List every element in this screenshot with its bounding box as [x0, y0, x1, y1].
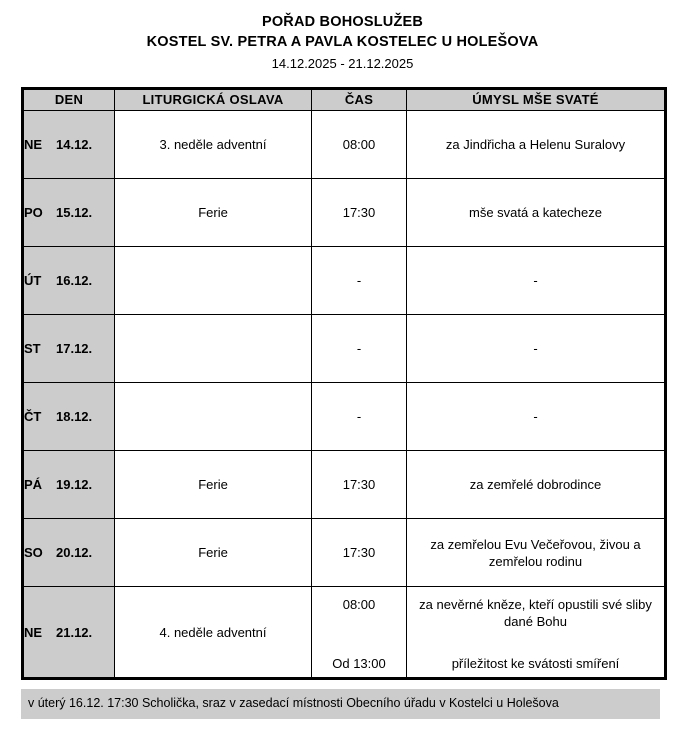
cell-day: SO 20.12. [22, 518, 115, 587]
schedule-table-container: DEN LITURGICKÁ OSLAVA ČAS ÚMYSL MŠE SVAT… [21, 87, 667, 680]
day-of-week: NE [24, 624, 43, 640]
cell-liturgy: 3. neděle adventní [114, 110, 312, 179]
document-header: POŘAD BOHOSLUŽEB KOSTEL SV. PETRA A PAVL… [0, 0, 685, 74]
cell-time: - [311, 314, 407, 383]
table-row: ST 17.12. - - [22, 314, 666, 383]
footer-note: v úterý 16.12. 17:30 Scholička, sraz v z… [21, 689, 660, 719]
table-row: ÚT 16.12. - - [22, 246, 666, 315]
day-date: 15.12. [56, 205, 93, 220]
day-of-week: ČT [24, 409, 42, 424]
title-line-1: POŘAD BOHOSLUŽEB [261, 14, 424, 30]
day-date: 19.12. [56, 477, 93, 492]
cell-day: PO 15.12. [22, 178, 115, 247]
cell-liturgy: Ferie [114, 178, 312, 247]
day-of-week: NE [24, 137, 43, 152]
cell-liturgy: 4. neděle adventní [114, 586, 312, 679]
cell-intention: za Jindřicha a Helenu Suralovy [406, 110, 666, 179]
cell-day: ÚT 16.12. [22, 246, 115, 315]
cell-time: 17:30 [311, 450, 407, 519]
cell-liturgy [114, 314, 312, 383]
cell-liturgy: Ferie [114, 450, 312, 519]
cell-intention-primary: za nevěrné kněze, kteří opustili své sli… [419, 597, 652, 629]
cell-intention: mše svatá a katecheze [406, 178, 666, 247]
table-row: PO 15.12. Ferie 17:30 mše svatá a kateche… [22, 178, 666, 247]
column-header-intention: ÚMYSL MŠE SVATÉ [406, 88, 666, 111]
table-body: NE 14.12. 3. neděle adventní 08:00 za Jin… [22, 110, 666, 679]
table-row: NE 14.12. 3. neděle adventní 08:00 za Jin… [22, 110, 666, 179]
day-date: 17.12. [56, 341, 93, 356]
cell-day: ČT 18.12. [22, 382, 115, 451]
cell-time: 17:30 [311, 518, 407, 587]
title-line-2: KOSTEL SV. PETRA A PAVLA KOSTELEC U HOLE… [146, 34, 539, 50]
day-date: 20.12. [56, 545, 93, 560]
table-header-row: DEN LITURGICKÁ OSLAVA ČAS ÚMYSL MŠE SVAT… [22, 88, 666, 111]
cell-intention: - [406, 246, 666, 315]
cell-day: PÁ 19.12. [22, 450, 115, 519]
cell-intention: za nevěrné kněze, kteří opustili své sli… [406, 586, 666, 679]
day-of-week: PO [24, 205, 43, 220]
cell-time: - [311, 382, 407, 451]
cell-intention: - [406, 314, 666, 383]
column-header-liturgy: LITURGICKÁ OSLAVA [114, 88, 312, 111]
cell-time: 17:30 [311, 178, 407, 247]
date-range: 14.12.2025 - 21.12.2025 [271, 56, 414, 71]
cell-time-primary: 08:00 [342, 597, 376, 612]
day-of-week: ÚT [24, 273, 42, 288]
cell-intention: za zemřelou Evu Večeřovou, živou a zemře… [406, 518, 666, 587]
column-header-day: DEN [22, 88, 115, 111]
table-row: NE 21.12. 4. neděle adventní 08:00 Od 13:… [22, 586, 666, 679]
cell-liturgy [114, 246, 312, 315]
cell-day: NE 14.12. [22, 110, 115, 179]
time-stack: 08:00 Od 13:00 [312, 588, 406, 676]
cell-time: 08:00 [311, 110, 407, 179]
cell-liturgy [114, 382, 312, 451]
cell-intention: - [406, 382, 666, 451]
intention-stack: za nevěrné kněze, kteří opustili své sli… [407, 588, 664, 676]
table-row: SO 20.12. Ferie 17:30 za zemřelou Evu Več… [22, 518, 666, 587]
day-date: 14.12. [56, 137, 93, 152]
day-date: 18.12. [56, 409, 93, 424]
cell-day: NE 21.12. [22, 586, 115, 679]
column-header-time: ČAS [311, 88, 407, 111]
day-date: 21.12. [56, 624, 93, 640]
day-of-week: PÁ [24, 477, 43, 492]
cell-day: ST 17.12. [22, 314, 115, 383]
table-row: PÁ 19.12. Ferie 17:30 za zemřelé dobrodin… [22, 450, 666, 519]
cell-time: - [311, 246, 407, 315]
day-date: 16.12. [56, 273, 93, 288]
cell-time: 08:00 Od 13:00 [311, 586, 407, 679]
table-row: ČT 18.12. - - [22, 382, 666, 451]
day-of-week: SO [24, 545, 43, 560]
cell-intention-secondary: příležitost ke svátosti smíření [451, 656, 620, 671]
cell-liturgy: Ferie [114, 518, 312, 587]
cell-time-secondary: Od 13:00 [332, 656, 386, 671]
schedule-table: DEN LITURGICKÁ OSLAVA ČAS ÚMYSL MŠE SVAT… [21, 87, 667, 680]
cell-intention: za zemřelé dobrodince [406, 450, 666, 519]
day-of-week: ST [24, 341, 41, 356]
